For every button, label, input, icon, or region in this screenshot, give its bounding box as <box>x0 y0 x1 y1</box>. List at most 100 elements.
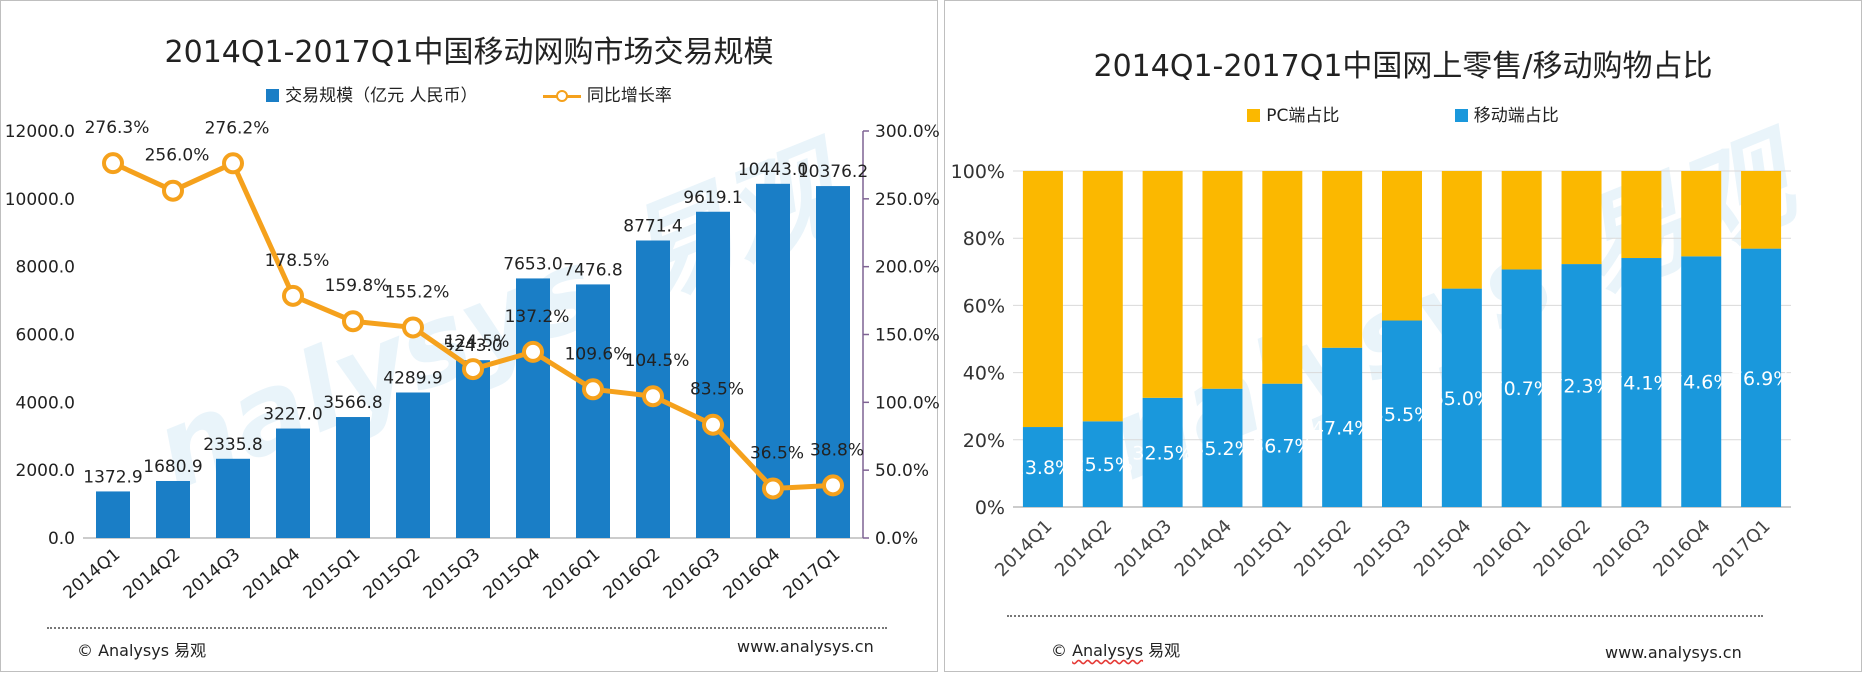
growth-data-label: 178.5% <box>265 251 330 271</box>
bar-data-label: 4289.9 <box>383 369 442 389</box>
mobile-bar-segment <box>1681 256 1722 507</box>
legend-label-mobile: 移动端占比 <box>1473 106 1559 126</box>
x-tick-label: 2015Q3 <box>1350 516 1415 581</box>
copyright-symbol: © <box>1051 641 1067 660</box>
mobile-bar-segment <box>1501 269 1542 507</box>
y-tick-label: 60% <box>963 295 1005 317</box>
legend-item-growth: 同比增长率 <box>542 81 672 106</box>
x-tick-label: 2016Q4 <box>720 545 785 604</box>
growth-point <box>582 378 604 401</box>
right-chart-panel: nalysys 易观 2014Q1-2017Q1中国网上零售/移动购物占比 PC… <box>944 0 1862 672</box>
x-tick-label: 2015Q4 <box>1410 516 1475 581</box>
bar-data-label: 5243.0 <box>443 336 502 356</box>
left-footer-divider <box>47 627 887 629</box>
mobile-bar-segment <box>1741 248 1782 507</box>
bar <box>96 491 130 538</box>
mobile-data-label: 74.1% <box>1611 373 1671 395</box>
growth-point <box>642 385 664 408</box>
left-legend: 交易规模（亿元 人民币） 同比增长率 <box>1 81 937 106</box>
left-footer-url: www.analysys.cn <box>737 637 874 656</box>
bar <box>276 428 310 538</box>
growth-point <box>282 284 304 307</box>
x-tick-label: 2016Q2 <box>600 545 665 604</box>
legend-item-pc: PC端占比 <box>1247 101 1339 126</box>
mobile-data-label: 35.2% <box>1192 438 1252 460</box>
left-chart-panel: nalysys 易观 2014Q1-2017Q1中国移动网购市场交易规模 交易规… <box>0 0 939 672</box>
y-tick-label: 80% <box>963 228 1005 250</box>
growth-data-label: 256.0% <box>145 146 210 166</box>
copyright-name: Analysys <box>1072 641 1144 660</box>
x-tick-label: 2016Q2 <box>1530 516 1595 581</box>
pc-bar-segment <box>1082 171 1123 422</box>
pc-bar-segment <box>1262 171 1303 384</box>
y-tick-label: 10000.0 <box>5 190 75 210</box>
y-tick-label: 4000.0 <box>16 393 75 413</box>
growth-point <box>702 413 724 436</box>
growth-point <box>822 474 844 497</box>
growth-data-label: 155.2% <box>385 282 450 302</box>
bar-data-label: 1372.9 <box>83 467 142 487</box>
bar <box>516 278 550 538</box>
growth-point <box>402 316 424 339</box>
mobile-data-label: 55.5% <box>1372 404 1432 426</box>
left-footer-copyright: © Analysys 易观 <box>77 641 207 660</box>
mobile-bar-segment <box>1262 383 1303 507</box>
growth-data-label: 159.8% <box>325 276 390 296</box>
mobile-data-label: 65.0% <box>1432 388 1492 410</box>
growth-data-label: 124.5% <box>445 332 510 352</box>
y2-tick-label: 150.0% <box>875 326 939 346</box>
mobile-data-label: 25.5% <box>1073 454 1133 476</box>
pc-bar-segment <box>1501 171 1542 270</box>
x-tick-label: 2017Q1 <box>780 545 845 604</box>
x-tick-label: 2015Q2 <box>360 545 425 604</box>
y-tick-label: 0.0 <box>48 529 75 549</box>
bar-data-label: 7653.0 <box>503 254 562 274</box>
left-chart-title: 2014Q1-2017Q1中国移动网购市场交易规模 <box>164 35 774 70</box>
bar <box>156 480 190 538</box>
mobile-data-label: 36.7% <box>1252 435 1312 457</box>
pc-bar-segment <box>1621 171 1662 259</box>
legend-swatch-mobile <box>1454 109 1468 122</box>
bar-data-label: 3227.0 <box>263 405 322 425</box>
growth-data-label: 38.8% <box>810 440 864 460</box>
right-footer-copyright: © Analysys 易观 <box>1051 637 1180 661</box>
right-footer-divider <box>1007 615 1763 617</box>
growth-data-label: 109.6% <box>565 344 630 364</box>
mobile-bar-segment <box>1142 397 1183 507</box>
right-footer-url: www.analysys.cn <box>1605 643 1742 662</box>
legend-swatch-line <box>542 89 581 103</box>
copyright-cn: 易观 <box>1148 641 1181 660</box>
mobile-data-label: 72.3% <box>1551 376 1611 398</box>
right-chart-title: 2014Q1-2017Q1中国网上零售/移动购物占比 <box>1093 49 1713 84</box>
x-tick-label: 2014Q4 <box>240 545 305 604</box>
x-tick-label: 2015Q2 <box>1290 516 1355 581</box>
bar-data-label: 8771.4 <box>623 217 682 237</box>
legend-swatch-bar <box>266 89 280 102</box>
x-tick-label: 2016Q3 <box>660 545 725 604</box>
bar <box>456 360 490 538</box>
bar-data-label: 10443.0 <box>738 160 808 180</box>
legend-label-volume: 交易规模（亿元 人民币） <box>285 86 478 106</box>
y-tick-label: 8000.0 <box>16 258 75 278</box>
mobile-data-label: 70.7% <box>1492 378 1552 400</box>
x-tick-label: 2014Q3 <box>1111 516 1176 581</box>
bar-data-label: 1680.9 <box>143 457 202 477</box>
growth-data-label: 104.5% <box>625 351 690 371</box>
mobile-bar-segment <box>1022 427 1063 507</box>
growth-point <box>342 310 364 333</box>
mobile-data-label: 47.4% <box>1312 417 1372 439</box>
mobile-data-label: 76.9% <box>1731 368 1791 390</box>
growth-point <box>102 152 124 175</box>
growth-data-label: 276.2% <box>205 118 270 138</box>
mobile-data-label: 32.5% <box>1132 442 1192 464</box>
legend-label-pc: PC端占比 <box>1266 106 1340 126</box>
y2-tick-label: 250.0% <box>875 190 939 210</box>
y-tick-label: 2000.0 <box>16 461 75 481</box>
right-chart-svg: 0% 20% 40% 60% 80% 100% 23.8% 25.5%32.5% 35.2% 36… <box>951 161 1792 581</box>
pc-bar-segment <box>1741 171 1782 249</box>
mobile-bar-segment <box>1441 288 1482 507</box>
x-tick-label: 2015Q1 <box>300 545 365 604</box>
y-tick-label: 100% <box>951 161 1005 183</box>
y2-tick-label: 200.0% <box>875 258 939 278</box>
pc-bar-segment <box>1382 171 1422 321</box>
